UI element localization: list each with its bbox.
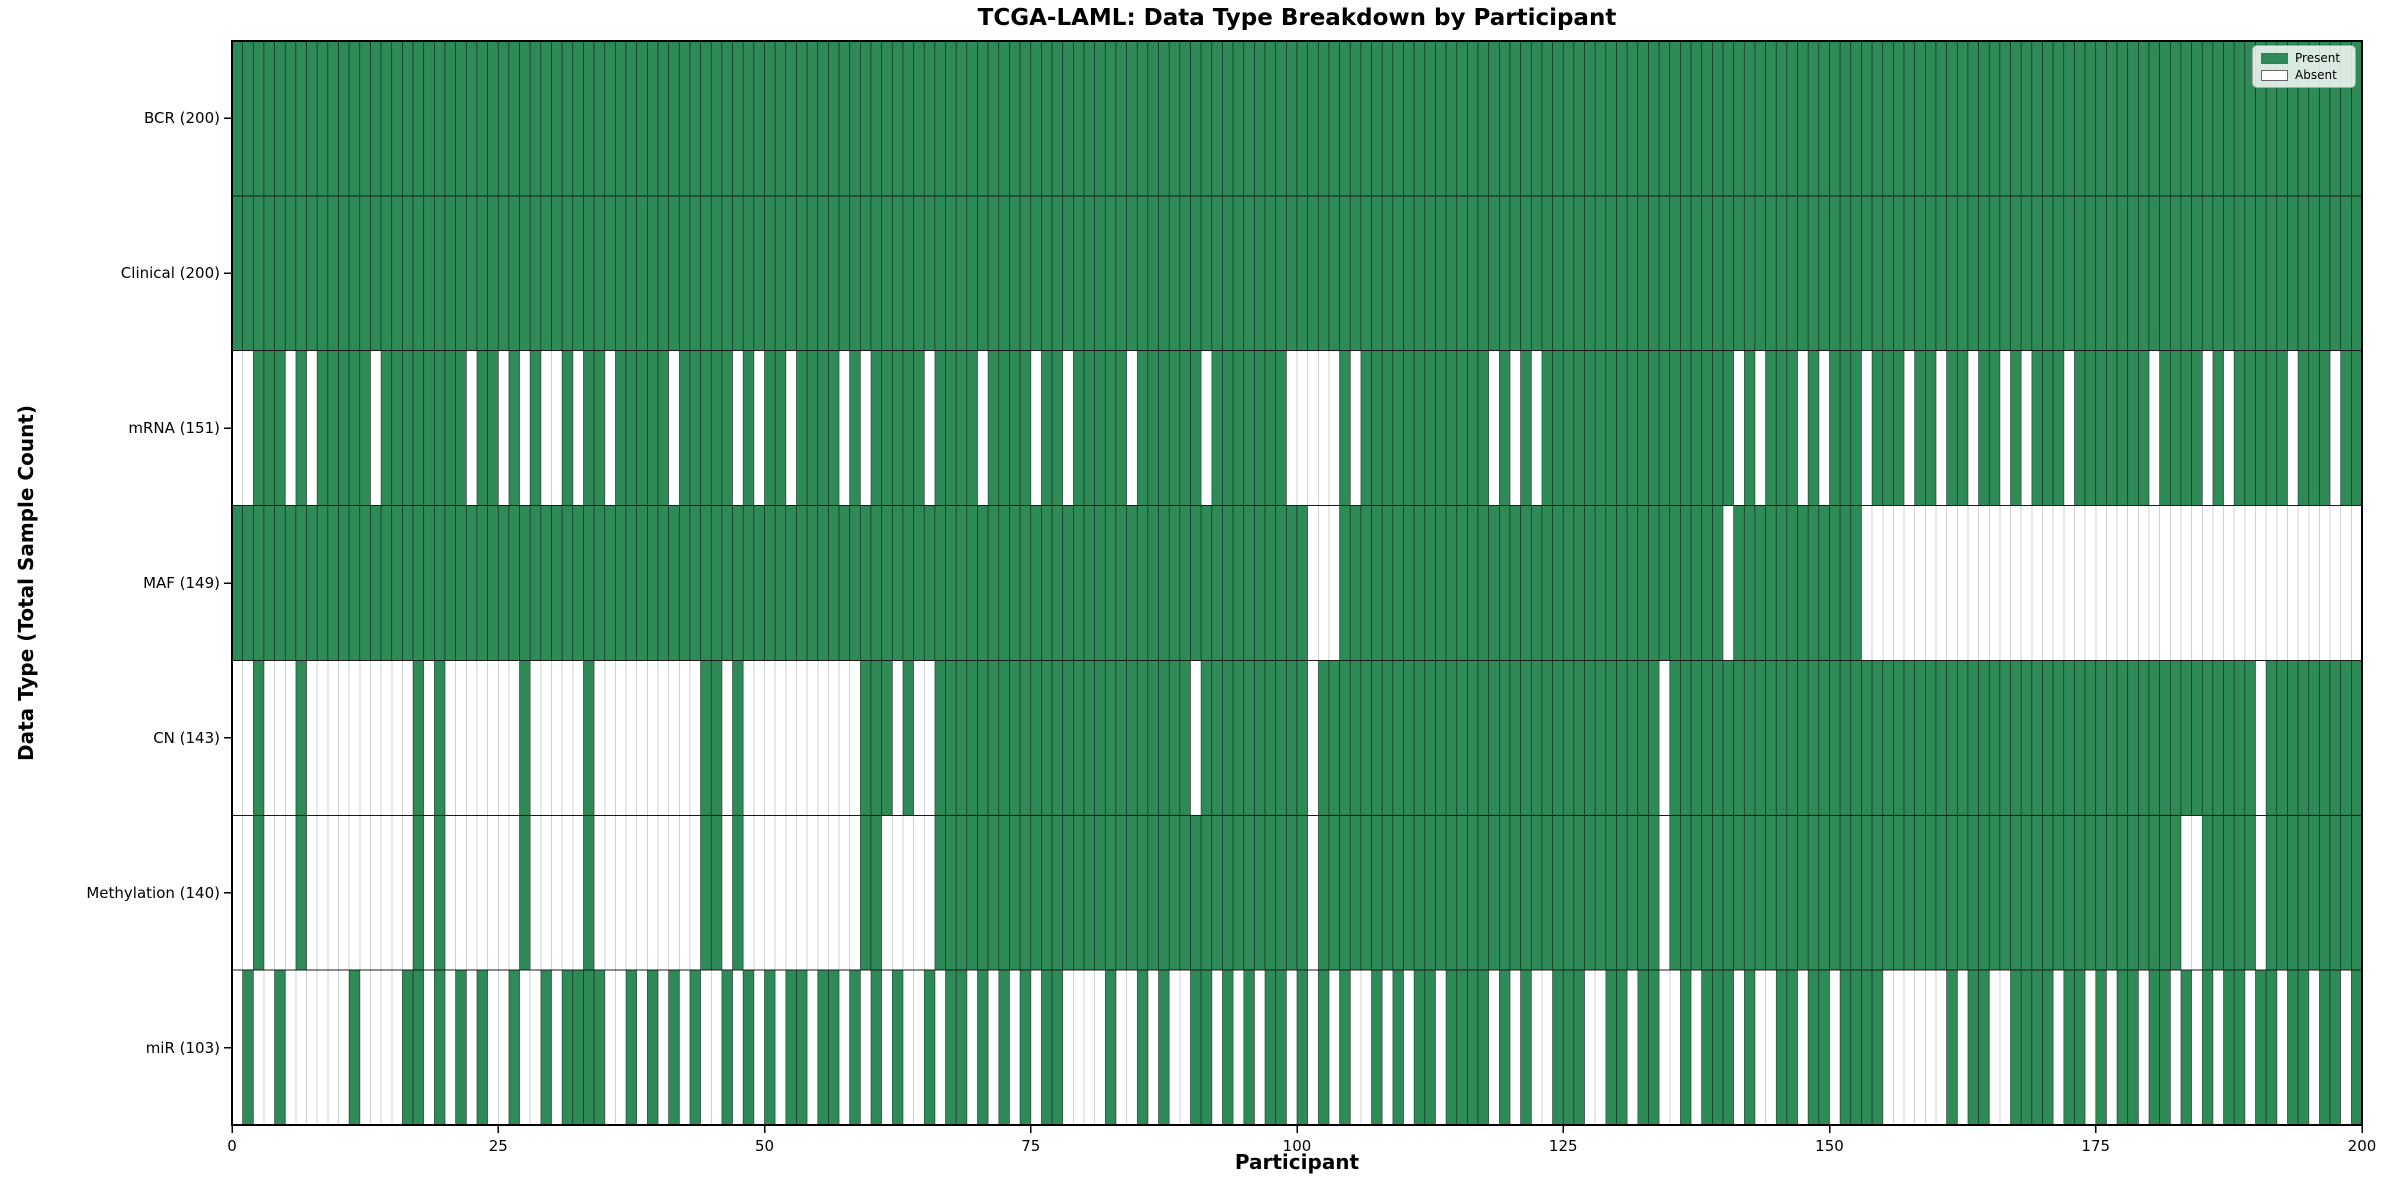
x-tick-label-175: 175: [2081, 1137, 2111, 1155]
x-tick-label-200: 200: [2347, 1137, 2377, 1155]
legend-absent-label: Absent: [2295, 68, 2337, 82]
row-label-miR: miR (103): [145, 1038, 220, 1057]
legend: Present Absent: [2252, 45, 2356, 88]
x-tick-label-125: 125: [1548, 1137, 1578, 1155]
row-label-MAF: MAF (149): [143, 574, 220, 592]
page-title: TCGA-LAML: Data Type Breakdown by Partic…: [977, 5, 1617, 31]
row-label-CN: CN (143): [153, 728, 220, 747]
row-label-mRNA: mRNA (151): [128, 419, 220, 438]
x-tick-label-150: 150: [1815, 1137, 1844, 1155]
present-swatch-icon: [2261, 52, 2288, 64]
row-label-Methylation: Methylation (140): [86, 883, 220, 902]
row-label-Clinical: Clinical (200): [120, 264, 220, 283]
x-axis-label: Participant: [1234, 1150, 1360, 1174]
x-tick-label-0: 0: [227, 1137, 237, 1155]
row-label-BCR: BCR (200): [143, 109, 220, 128]
legend-item-absent: Absent: [2261, 69, 2347, 81]
x-tick-label-50: 50: [754, 1137, 775, 1155]
x-tick-label-100: 100: [1282, 1137, 1312, 1155]
x-tick-label-75: 75: [1021, 1137, 1041, 1155]
absent-swatch-icon: [2261, 69, 2288, 81]
x-tick-label-25: 25: [488, 1137, 508, 1155]
legend-item-present: Present: [2261, 52, 2347, 64]
legend-present-label: Present: [2295, 51, 2341, 65]
